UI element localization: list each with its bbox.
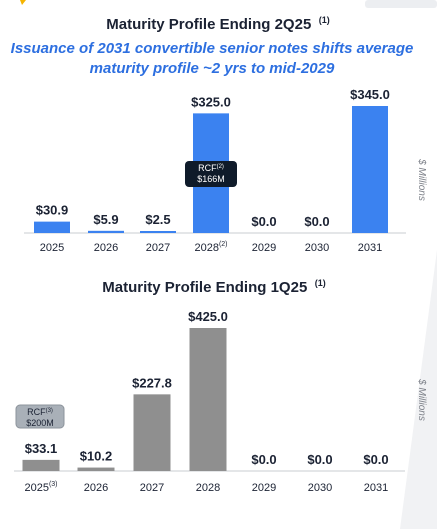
value-label-2026: $5.9 [93,212,118,227]
bar-2027 [140,231,176,233]
value-label-2029: $0.0 [251,452,276,467]
value-label-2031: $0.0 [363,452,388,467]
rcf-label: RCF(3) [27,407,53,417]
value-labels: $33.1 $10.2 $227.8 $425.0 $0.0 $0.0 $0.0 [25,309,389,467]
value-label-2027: $227.8 [132,375,172,390]
x-tick-2025: 2025(3) [24,481,57,494]
x-tick-2030: 2030 [305,242,329,254]
value-label-2025: $30.9 [36,203,69,218]
bar-2026 [88,230,124,233]
value-label-2028: $425.0 [188,309,228,324]
bar-series [22,328,227,471]
x-tick-2027: 2027 [140,482,164,494]
value-label-2029: $0.0 [251,214,276,229]
value-label-2031: $345.0 [350,87,390,102]
x-tick-labels: 2025(3) 2026 2027 2028 2029 2030 2031 [24,481,388,494]
value-labels: $30.9 $5.9 $2.5 $325.0 $0.0 $0.0 $345.0 [36,87,390,229]
value-label-2030: $0.0 [304,214,329,229]
rcf-amount: $166M [197,174,225,184]
y-axis-unit-label: $ Millions [416,158,427,201]
rcf-label: RCF(2) [198,163,224,173]
rcf-box [15,404,65,429]
value-label-2028: $325.0 [191,94,231,109]
chart-title: Maturity Profile Ending 1Q25 (1) [102,278,326,296]
corner-tab [365,0,437,8]
brand-accent-mark [20,0,26,5]
chart-title-footnote: (1) [315,278,326,288]
x-tick-2029: 2029 [252,242,276,254]
value-label-2026: $10.2 [80,449,113,464]
chart-maturity-2q25: Maturity Profile Ending 2Q25 (1) Issuanc… [11,15,427,254]
chart-title-footnote: (1) [319,15,330,25]
x-tick-2027: 2027 [146,242,170,254]
rcf-box [185,161,237,187]
value-label-2027: $2.5 [145,212,170,227]
bar-2031 [352,106,388,233]
chart-maturity-1q25: Maturity Profile Ending 1Q25 (1) $ Milli… [14,278,427,494]
rcf-amount: $200M [26,418,54,428]
x-tick-2031: 2031 [364,482,388,494]
x-tick-labels: 2025 2026 2027 2028(2) 2029 2030 2031 [40,241,382,254]
x-tick-2026: 2026 [84,482,108,494]
x-tick-2028: 2028 [196,482,220,494]
rcf-annotation: RCF(3)$200M [15,404,65,429]
bar-2027 [133,394,171,471]
value-label-2025: $33.1 [25,441,58,456]
x-tick-2025: 2025 [40,242,64,254]
chart-title-text: Maturity Profile Ending 2Q25 [106,16,311,33]
bar-2028 [189,328,227,471]
y-axis-unit-label: $ Millions [416,378,427,421]
chart-title-text: Maturity Profile Ending 1Q25 [102,279,307,296]
value-label-2030: $0.0 [307,452,332,467]
x-tick-2029: 2029 [252,482,276,494]
corner-shade [400,250,437,529]
bar-2025 [22,459,60,471]
chart-subtitle-line-1: Issuance of 2031 convertible senior note… [11,40,414,57]
x-tick-2030: 2030 [308,482,332,494]
bar-2025 [34,221,70,233]
bar-2026 [77,467,115,471]
rcf-annotation: RCF(2)$166M [185,161,237,187]
x-tick-2026: 2026 [94,242,118,254]
x-tick-2028: 2028(2) [194,241,227,254]
x-tick-2031: 2031 [358,242,382,254]
chart-subtitle-line-2: maturity profile ~2 yrs to mid-2029 [90,60,335,77]
chart-title: Maturity Profile Ending 2Q25 (1) [106,15,330,33]
